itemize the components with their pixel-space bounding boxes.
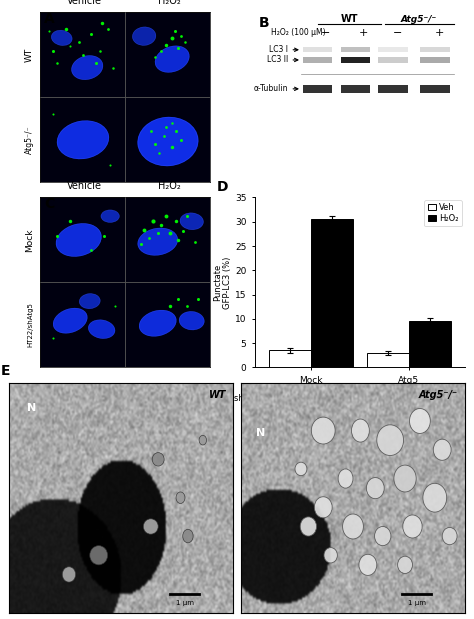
Bar <box>341 47 370 53</box>
Ellipse shape <box>152 452 164 466</box>
Ellipse shape <box>423 483 447 512</box>
Text: N: N <box>256 428 265 438</box>
Text: H₂O₂: H₂O₂ <box>158 181 181 191</box>
Ellipse shape <box>180 213 204 230</box>
Bar <box>126 282 210 368</box>
Ellipse shape <box>314 497 332 518</box>
Ellipse shape <box>90 546 108 565</box>
Bar <box>40 197 126 282</box>
Ellipse shape <box>300 517 317 536</box>
Bar <box>126 97 210 182</box>
Text: E: E <box>0 364 10 378</box>
Text: D: D <box>217 180 228 194</box>
Ellipse shape <box>79 293 100 309</box>
Bar <box>40 282 126 368</box>
Bar <box>420 57 450 63</box>
Ellipse shape <box>343 514 364 539</box>
Ellipse shape <box>394 465 416 492</box>
Text: WT: WT <box>209 389 226 399</box>
Ellipse shape <box>143 519 158 534</box>
Text: WT: WT <box>340 14 358 24</box>
Bar <box>126 197 210 282</box>
Text: shRNA :: shRNA : <box>234 394 267 403</box>
Ellipse shape <box>377 425 403 456</box>
Bar <box>378 57 408 63</box>
Text: +: + <box>435 28 444 38</box>
Text: A: A <box>44 12 55 27</box>
Text: WT: WT <box>25 48 34 62</box>
Text: Vehicle: Vehicle <box>67 0 102 6</box>
Ellipse shape <box>324 548 337 563</box>
Ellipse shape <box>57 121 109 159</box>
Bar <box>303 85 332 93</box>
Text: Mock: Mock <box>25 228 34 252</box>
Text: Atg5⁻/⁻: Atg5⁻/⁻ <box>25 126 34 154</box>
Ellipse shape <box>101 210 119 223</box>
Text: +: + <box>359 28 368 38</box>
Ellipse shape <box>137 117 199 166</box>
Legend: Veh, H₂O₂: Veh, H₂O₂ <box>424 200 462 227</box>
Ellipse shape <box>295 462 307 475</box>
Bar <box>409 321 450 368</box>
Text: LC3 II: LC3 II <box>267 56 288 64</box>
Bar <box>303 47 332 53</box>
Text: H₂O₂ (100 μM): H₂O₂ (100 μM) <box>272 28 326 37</box>
Ellipse shape <box>51 30 72 46</box>
Ellipse shape <box>433 439 451 461</box>
Ellipse shape <box>62 567 76 582</box>
Bar <box>40 97 126 182</box>
Bar <box>378 85 408 93</box>
Ellipse shape <box>155 46 190 72</box>
Ellipse shape <box>199 435 207 445</box>
Ellipse shape <box>338 469 353 488</box>
Bar <box>126 12 210 97</box>
Bar <box>269 350 310 368</box>
Bar <box>310 219 353 368</box>
Ellipse shape <box>311 417 335 444</box>
Ellipse shape <box>132 27 156 46</box>
Ellipse shape <box>176 492 185 503</box>
Ellipse shape <box>71 55 103 80</box>
Ellipse shape <box>179 311 204 330</box>
Text: Vehicle: Vehicle <box>67 181 102 191</box>
Ellipse shape <box>352 419 369 442</box>
Ellipse shape <box>403 515 422 538</box>
Ellipse shape <box>88 319 115 339</box>
Text: Atg5⁻/⁻: Atg5⁻/⁻ <box>400 15 437 24</box>
Bar <box>378 47 408 53</box>
Ellipse shape <box>137 228 178 256</box>
Bar <box>341 85 370 93</box>
Text: HT22/shAtg5: HT22/shAtg5 <box>27 303 34 347</box>
Ellipse shape <box>56 223 102 257</box>
Ellipse shape <box>53 308 88 334</box>
Text: 1 μm: 1 μm <box>408 600 426 607</box>
Ellipse shape <box>442 527 457 545</box>
Bar <box>420 85 450 93</box>
Bar <box>420 47 450 53</box>
Ellipse shape <box>410 409 430 433</box>
Bar <box>40 12 126 97</box>
Text: Atg5⁻/⁻: Atg5⁻/⁻ <box>419 389 458 399</box>
Text: N: N <box>27 404 36 413</box>
Ellipse shape <box>139 310 176 337</box>
Text: 1 μm: 1 μm <box>175 600 193 607</box>
Text: LC3 I: LC3 I <box>269 45 288 54</box>
Bar <box>303 57 332 63</box>
Text: −: − <box>392 28 402 38</box>
Ellipse shape <box>359 554 377 576</box>
Y-axis label: Punctate
GFP-LC3 (%): Punctate GFP-LC3 (%) <box>213 256 232 309</box>
Ellipse shape <box>374 527 391 546</box>
Bar <box>341 57 370 63</box>
Text: −: − <box>321 28 331 38</box>
Text: H₂O₂: H₂O₂ <box>158 0 181 6</box>
Ellipse shape <box>366 478 384 499</box>
Bar <box>366 353 409 368</box>
Text: C: C <box>44 197 54 212</box>
Ellipse shape <box>398 556 412 573</box>
Ellipse shape <box>182 529 193 543</box>
Text: α-Tubulin: α-Tubulin <box>254 84 288 93</box>
Text: B: B <box>259 15 270 30</box>
